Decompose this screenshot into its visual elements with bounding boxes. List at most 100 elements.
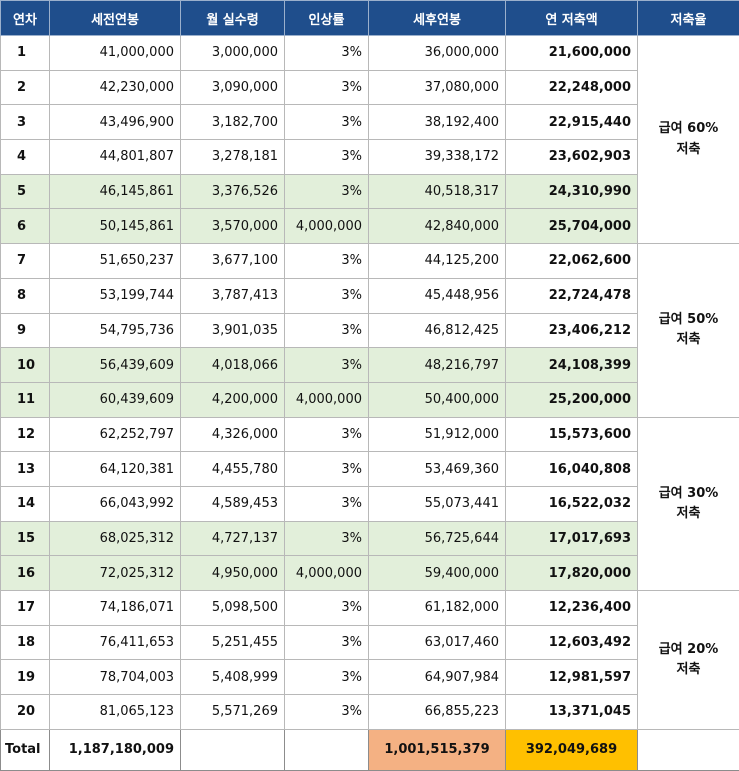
year-cell: 19 — [1, 660, 50, 695]
monthly-cell: 4,018,066 — [181, 348, 285, 383]
monthly-cell: 5,251,455 — [181, 625, 285, 660]
header-saving-rate: 저축율 — [638, 1, 739, 36]
aftertax-cell: 40,518,317 — [369, 174, 506, 209]
pretax-cell: 43,496,900 — [50, 105, 181, 140]
total-aftertax: 1,001,515,379 — [369, 729, 506, 770]
total-pretax: 1,187,180,009 — [50, 729, 181, 770]
header-raise-rate: 인상률 — [285, 1, 369, 36]
pretax-cell: 81,065,123 — [50, 695, 181, 730]
monthly-cell: 4,455,780 — [181, 452, 285, 487]
saving-rate-note: 급여 60%저축 — [638, 36, 739, 244]
aftertax-cell: 64,907,984 — [369, 660, 506, 695]
monthly-cell: 3,182,700 — [181, 105, 285, 140]
year-cell: 20 — [1, 695, 50, 730]
monthly-cell: 3,278,181 — [181, 140, 285, 175]
monthly-cell: 4,200,000 — [181, 382, 285, 417]
year-cell: 5 — [1, 174, 50, 209]
year-cell: 18 — [1, 625, 50, 660]
saving-cell: 13,371,045 — [506, 695, 638, 730]
saving-cell: 25,200,000 — [506, 382, 638, 417]
pretax-cell: 51,650,237 — [50, 244, 181, 279]
monthly-cell: 3,787,413 — [181, 278, 285, 313]
saving-cell: 22,724,478 — [506, 278, 638, 313]
year-cell: 2 — [1, 70, 50, 105]
aftertax-cell: 55,073,441 — [369, 486, 506, 521]
year-cell: 13 — [1, 452, 50, 487]
raise-cell: 3% — [285, 313, 369, 348]
saving-cell: 15,573,600 — [506, 417, 638, 452]
monthly-cell: 4,950,000 — [181, 556, 285, 591]
saving-cell: 23,406,212 — [506, 313, 638, 348]
pretax-cell: 74,186,071 — [50, 591, 181, 626]
total-label: Total — [1, 729, 50, 770]
pretax-cell: 68,025,312 — [50, 521, 181, 556]
raise-cell: 3% — [285, 348, 369, 383]
aftertax-cell: 61,182,000 — [369, 591, 506, 626]
saving-rate-line1: 급여 20% — [642, 640, 735, 660]
year-cell: 14 — [1, 486, 50, 521]
pretax-cell: 50,145,861 — [50, 209, 181, 244]
saving-rate-line1: 급여 30% — [642, 484, 735, 504]
saving-cell: 25,704,000 — [506, 209, 638, 244]
pretax-cell: 72,025,312 — [50, 556, 181, 591]
aftertax-cell: 66,855,223 — [369, 695, 506, 730]
saving-rate-line2: 저축 — [642, 140, 735, 160]
total-saving: 392,049,689 — [506, 729, 638, 770]
total-row: Total 1,187,180,009 1,001,515,379 392,04… — [1, 729, 739, 770]
pretax-cell: 78,704,003 — [50, 660, 181, 695]
raise-cell: 3% — [285, 140, 369, 175]
monthly-cell: 4,589,453 — [181, 486, 285, 521]
aftertax-cell: 45,448,956 — [369, 278, 506, 313]
saving-cell: 22,915,440 — [506, 105, 638, 140]
raise-cell: 3% — [285, 70, 369, 105]
year-cell: 15 — [1, 521, 50, 556]
monthly-cell: 3,376,526 — [181, 174, 285, 209]
year-cell: 1 — [1, 36, 50, 71]
aftertax-cell: 63,017,460 — [369, 625, 506, 660]
year-cell: 7 — [1, 244, 50, 279]
monthly-cell: 4,727,137 — [181, 521, 285, 556]
aftertax-cell: 44,125,200 — [369, 244, 506, 279]
monthly-cell: 3,677,100 — [181, 244, 285, 279]
pretax-cell: 64,120,381 — [50, 452, 181, 487]
year-cell: 17 — [1, 591, 50, 626]
aftertax-cell: 48,216,797 — [369, 348, 506, 383]
aftertax-cell: 53,469,360 — [369, 452, 506, 487]
aftertax-cell: 36,000,000 — [369, 36, 506, 71]
raise-cell: 3% — [285, 174, 369, 209]
pretax-cell: 56,439,609 — [50, 348, 181, 383]
header-year: 연차 — [1, 1, 50, 36]
year-cell: 8 — [1, 278, 50, 313]
raise-cell: 3% — [285, 452, 369, 487]
saving-rate-line2: 저축 — [642, 660, 735, 680]
raise-cell: 3% — [285, 105, 369, 140]
monthly-cell: 5,571,269 — [181, 695, 285, 730]
aftertax-cell: 56,725,644 — [369, 521, 506, 556]
pretax-cell: 46,145,861 — [50, 174, 181, 209]
raise-cell: 3% — [285, 660, 369, 695]
pretax-cell: 62,252,797 — [50, 417, 181, 452]
raise-cell: 3% — [285, 625, 369, 660]
year-cell: 3 — [1, 105, 50, 140]
pretax-cell: 53,199,744 — [50, 278, 181, 313]
saving-rate-line1: 급여 50% — [642, 310, 735, 330]
aftertax-cell: 51,912,000 — [369, 417, 506, 452]
